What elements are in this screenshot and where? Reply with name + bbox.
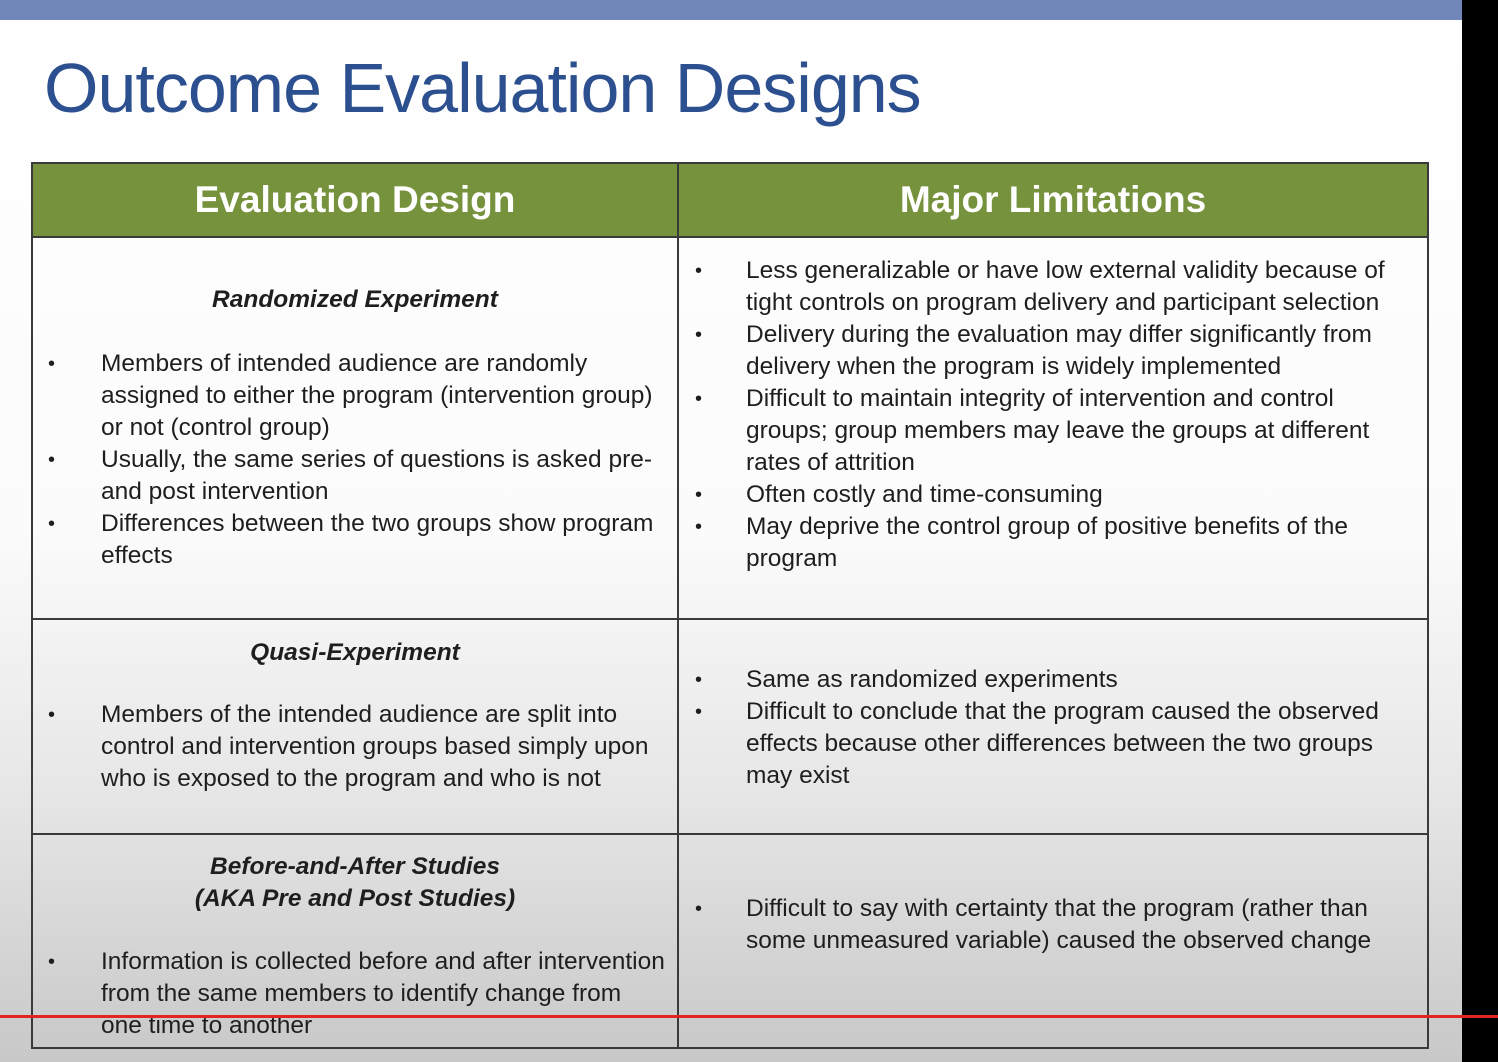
limitation-bullet: May deprive the control group of positiv… — [691, 511, 1415, 575]
design-bullet-list: Members of the intended audience are spl… — [45, 699, 665, 795]
design-name: Before-and-After Studies (AKA Pre and Po… — [194, 853, 516, 912]
table-row: Randomized Experiment Members of intende… — [31, 236, 1429, 620]
video-progress-line[interactable] — [0, 1015, 1498, 1018]
limitations-cell: Difficult to say with certainty that the… — [677, 833, 1429, 1049]
limitations-bullet-list: Difficult to say with certainty that the… — [691, 893, 1415, 957]
design-name: Quasi-Experiment — [250, 639, 460, 666]
header-major-limitations: Major Limitations — [677, 162, 1429, 238]
design-cell: Quasi-Experiment Members of the intended… — [31, 618, 679, 835]
table-row: Quasi-Experiment Members of the intended… — [31, 618, 1429, 835]
table-header-row: Evaluation Design Major Limitations — [31, 162, 1429, 238]
design-bullet: Members of intended audience are randoml… — [45, 348, 665, 444]
video-side-strip — [1462, 0, 1498, 1062]
design-cell: Randomized Experiment Members of intende… — [31, 236, 679, 620]
limitations-bullet-list: Less generalizable or have low external … — [691, 255, 1415, 575]
design-bullet-list: Information is collected before and afte… — [45, 946, 665, 1042]
design-name: Randomized Experiment — [212, 286, 498, 313]
design-bullet: Usually, the same series of questions is… — [45, 444, 665, 508]
table-row: Before-and-After Studies (AKA Pre and Po… — [31, 833, 1429, 1049]
limitations-cell: Less generalizable or have low external … — [677, 236, 1429, 620]
limitation-bullet: Difficult to maintain integrity of inter… — [691, 383, 1415, 479]
limitation-bullet: Delivery during the evaluation may diffe… — [691, 319, 1415, 383]
design-bullet: Members of the intended audience are spl… — [45, 699, 665, 795]
limitation-bullet: Difficult to say with certainty that the… — [691, 893, 1415, 957]
limitation-bullet: Same as randomized experiments — [691, 664, 1415, 696]
design-bullet-list: Members of intended audience are randoml… — [45, 348, 665, 572]
limitations-cell: Same as randomized experiments Difficult… — [677, 618, 1429, 835]
design-bullet: Differences between the two groups show … — [45, 508, 665, 572]
limitation-bullet: Often costly and time-consuming — [691, 479, 1415, 511]
evaluation-designs-table: Evaluation Design Major Limitations Rand… — [31, 162, 1429, 1049]
limitation-bullet: Difficult to conclude that the program c… — [691, 696, 1415, 792]
slide-title: Outcome Evaluation Designs — [44, 49, 922, 127]
slide-top-bar — [0, 0, 1462, 20]
design-bullet: Information is collected before and afte… — [45, 946, 665, 1042]
limitation-bullet: Less generalizable or have low external … — [691, 255, 1415, 319]
header-evaluation-design: Evaluation Design — [31, 162, 679, 238]
limitations-bullet-list: Same as randomized experiments Difficult… — [691, 664, 1415, 792]
design-cell: Before-and-After Studies (AKA Pre and Po… — [31, 833, 679, 1049]
